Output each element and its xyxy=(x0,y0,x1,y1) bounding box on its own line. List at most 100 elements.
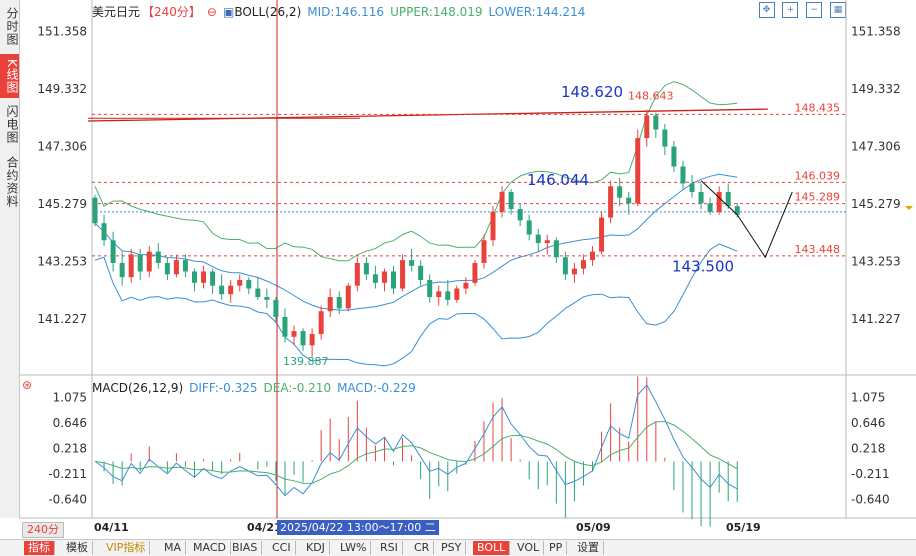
x-label-0519: 05/19 xyxy=(726,521,761,534)
price-tick-label: 145.279 xyxy=(37,197,87,211)
candle-body xyxy=(635,138,641,204)
candle-body xyxy=(182,260,188,272)
candle-body xyxy=(535,234,541,244)
x-label-0411: 04/11 xyxy=(94,521,129,534)
macd-tick-label: 0.646 xyxy=(851,416,885,430)
candle-body xyxy=(725,192,731,207)
candle-body xyxy=(707,203,713,212)
target-label: 143.500 xyxy=(672,257,734,275)
tab-pp[interactable]: PP xyxy=(545,541,568,555)
candle-body xyxy=(354,262,360,286)
settings-circle-icon[interactable]: ⊖ xyxy=(206,5,217,19)
price-tick-label: 151.358 xyxy=(851,24,901,38)
candle-body xyxy=(454,288,460,300)
candle-body xyxy=(481,240,487,263)
candle-body xyxy=(644,115,650,139)
x-label-0509: 05/09 xyxy=(576,521,611,534)
price-tick-label: 143.253 xyxy=(851,254,901,268)
candle-body xyxy=(526,220,532,235)
candle-body xyxy=(517,209,523,221)
candle-body xyxy=(363,262,369,275)
tab-vol[interactable]: VOL xyxy=(513,541,545,555)
tab-cci[interactable]: CCI xyxy=(268,541,296,555)
candle-body xyxy=(445,291,451,300)
boll-mid-line xyxy=(94,173,738,311)
tab-kdj[interactable]: KDJ xyxy=(302,541,330,555)
candle-body xyxy=(562,257,568,275)
candle-body xyxy=(101,223,107,241)
candle-body xyxy=(626,197,632,204)
tab-bias[interactable]: BIAS xyxy=(228,541,263,555)
tab-settings[interactable]: 设置 xyxy=(573,541,604,555)
x-label-0421: 04/21 xyxy=(247,521,282,534)
candle-body xyxy=(273,299,279,317)
tab-boll[interactable]: BOLL xyxy=(473,541,511,555)
candle-body xyxy=(255,288,261,298)
high-label: 148.620 xyxy=(561,83,623,101)
tab-lightning[interactable]: 闪电图 xyxy=(5,104,19,144)
tab-templates[interactable]: 模板 xyxy=(62,541,93,555)
candle-body xyxy=(689,183,695,192)
zoom-out-icon[interactable]: − xyxy=(806,2,823,18)
tab-vip-indicators[interactable]: VIP指标 xyxy=(102,541,151,555)
price-tick-label: 149.332 xyxy=(37,82,87,96)
boll-mid: MID:146.116 xyxy=(307,5,385,19)
candle-body xyxy=(192,271,198,283)
candle-body xyxy=(309,333,315,346)
candle-body xyxy=(553,240,559,258)
macd-tick-label: 1.075 xyxy=(851,390,885,404)
tab-kline[interactable]: K线图 xyxy=(0,54,19,98)
level-label: 146.039 xyxy=(795,169,841,182)
tab-contract-info[interactable]: 合约资料 xyxy=(5,156,19,208)
price-tick-label: 143.253 xyxy=(37,254,87,268)
zoom-in-icon[interactable]: + xyxy=(782,2,799,18)
macd-tick-label: 0.218 xyxy=(851,441,885,455)
tab-lw[interactable]: LW% xyxy=(336,541,372,555)
tab-timeshare[interactable]: 分时图 xyxy=(5,6,19,46)
candle-body xyxy=(544,240,550,244)
candle-body xyxy=(219,285,225,295)
candle-body xyxy=(318,311,324,334)
macd-legend: MACD(26,12,9) DIFF:-0.325 DEA:-0.210 MACD:-… xyxy=(92,381,422,395)
candle-body xyxy=(490,211,496,241)
period-badge[interactable]: 240分 xyxy=(22,522,64,538)
candle-body xyxy=(427,280,433,298)
macd-tick-label: 1.075 xyxy=(53,390,87,404)
tab-cr[interactable]: CR xyxy=(410,541,435,555)
macd-tick-label: -0.640 xyxy=(851,493,890,507)
high-tick-label: 148.643 xyxy=(628,90,674,103)
resistance-trendline xyxy=(87,108,769,122)
candle-body xyxy=(409,260,415,266)
candle-body xyxy=(463,282,469,289)
period-label[interactable]: 【240分】 xyxy=(142,5,201,19)
tab-indicators[interactable]: 指标 xyxy=(24,541,55,555)
candle-body xyxy=(372,274,378,283)
candle-body xyxy=(282,316,288,337)
tab-macd[interactable]: MACD xyxy=(189,541,231,555)
tab-rsi[interactable]: RSI xyxy=(376,541,403,555)
candle-body xyxy=(155,251,161,263)
candle-body xyxy=(662,129,668,147)
low-label: 139.887 xyxy=(283,355,329,368)
candle-body xyxy=(608,186,614,218)
price-tick-label: 147.306 xyxy=(37,139,87,153)
symbol-name: 美元日元 xyxy=(92,5,141,19)
tab-psy[interactable]: PSY xyxy=(437,541,467,555)
candle-body xyxy=(436,291,442,298)
boll-legend: 美元日元 【240分】 ⊖ ▣BOLL(26,2) MID:146.116 UPPER:1… xyxy=(92,3,591,19)
tab-ma[interactable]: MA xyxy=(160,541,187,555)
candle-body xyxy=(345,285,351,309)
candle-body xyxy=(110,240,116,263)
candle-body xyxy=(210,271,216,286)
candle-body xyxy=(300,331,306,346)
candle-body xyxy=(336,297,342,309)
crosshair-icon[interactable]: ✥ xyxy=(758,2,775,18)
indicator-icon[interactable]: ▣ xyxy=(222,5,235,19)
macd-tick-label: -0.211 xyxy=(48,467,87,481)
candle-body xyxy=(499,192,505,212)
macd-diff-line xyxy=(94,384,738,497)
indicator-tab-bar: 指标 模板 VIP指标 MA MACD BIAS CCI KDJ LW% RSI… xyxy=(0,539,916,556)
macd-settings-icon[interactable]: ⊛ xyxy=(22,378,33,392)
macd-tick-label: 0.218 xyxy=(53,441,87,455)
